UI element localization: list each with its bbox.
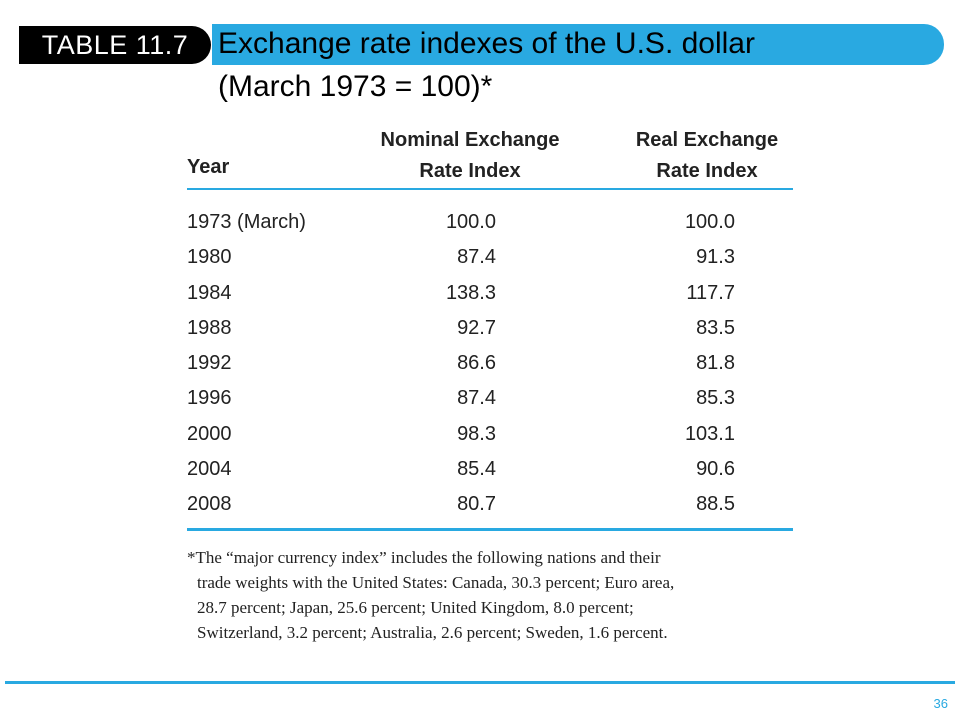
cell-year: 1980 xyxy=(187,246,232,269)
cell-real-index: 90.6 xyxy=(696,458,735,481)
page-number: 36 xyxy=(933,696,948,711)
cell-nominal-index: 87.4 xyxy=(457,246,496,269)
cell-real-index: 81.8 xyxy=(696,352,735,375)
column-header-nominal-line1: Nominal Exchange xyxy=(380,129,560,151)
page-title: Exchange rate indexes of the U.S. dollar xyxy=(218,27,755,60)
table-header: Year Nominal Exchange Rate Index Real Ex… xyxy=(187,125,793,187)
cell-year: 1984 xyxy=(187,281,232,304)
table-row: 2004 85.4 90.6 xyxy=(187,452,793,487)
table-row: 2008 80.7 88.5 xyxy=(187,487,793,522)
cell-nominal-index: 80.7 xyxy=(457,493,496,516)
table-badge: TABLE 11.7 xyxy=(19,26,211,64)
footnote-line: Switzerland, 3.2 percent; Australia, 2.6… xyxy=(197,623,668,642)
column-header-year: Year xyxy=(187,156,230,178)
cell-real-index: 83.5 xyxy=(696,316,735,339)
table-bottom-divider xyxy=(187,528,793,531)
bottom-divider xyxy=(5,681,955,684)
cell-real-index: 100.0 xyxy=(684,211,735,233)
cell-real-index: 103.1 xyxy=(684,422,735,445)
footnote-line: trade weights with the United States: Ca… xyxy=(197,573,675,592)
cell-real-index: 85.3 xyxy=(696,387,735,410)
cell-nominal-index: 100.0 xyxy=(445,211,496,233)
cell-nominal-index: 86.6 xyxy=(457,352,496,375)
footnote-line: *The “major currency index” includes the… xyxy=(187,548,661,567)
table-row: 1980 87.4 91.3 xyxy=(187,240,793,275)
table-row: 1984 138.3 117.7 xyxy=(187,276,793,311)
cell-year: 1996 xyxy=(187,387,232,410)
column-header-nominal: Nominal Exchange Rate Index xyxy=(365,125,575,187)
table-row: 2000 98.3 103.1 xyxy=(187,417,793,452)
cell-real-index: 91.3 xyxy=(696,246,735,269)
cell-real-index: 88.5 xyxy=(696,493,735,516)
cell-year: 2008 xyxy=(187,493,232,516)
cell-nominal-index: 98.3 xyxy=(457,422,496,445)
cell-year: 1973 (March) xyxy=(187,211,306,233)
table-row: 1996 87.4 85.3 xyxy=(187,381,793,416)
cell-nominal-index: 87.4 xyxy=(457,387,496,410)
cell-year: 2000 xyxy=(187,422,232,445)
column-header-real-line1: Real Exchange xyxy=(635,129,779,151)
footnote-line: 28.7 percent; Japan, 25.6 percent; Unite… xyxy=(197,598,634,617)
table-row: 1988 92.7 83.5 xyxy=(187,311,793,346)
exchange-rate-table: Year Nominal Exchange Rate Index Real Ex… xyxy=(187,125,793,187)
table-body: 1973 (March) 100.0 100.0 1980 87.4 91.3 1984 13… xyxy=(187,205,793,523)
column-header-nominal-line2: Rate Index xyxy=(419,160,521,182)
column-header-real: Real Exchange Rate Index xyxy=(617,125,797,187)
cell-year: 2004 xyxy=(187,458,232,481)
column-header-real-line2: Rate Index xyxy=(656,160,758,182)
header-divider xyxy=(187,188,793,190)
cell-year: 1988 xyxy=(187,316,232,339)
cell-real-index: 117.7 xyxy=(686,281,735,304)
cell-nominal-index: 85.4 xyxy=(457,458,496,481)
title-bar xyxy=(212,24,944,65)
footnote: *The “major currency index” includes the… xyxy=(187,545,797,645)
cell-year: 1992 xyxy=(187,352,232,375)
page-subtitle: (March 1973 = 100)* xyxy=(218,70,493,103)
cell-nominal-index: 138.3 xyxy=(445,281,496,304)
cell-nominal-index: 92.7 xyxy=(457,316,496,339)
table-row: 1973 (March) 100.0 100.0 xyxy=(187,205,793,240)
table-row: 1992 86.6 81.8 xyxy=(187,346,793,381)
